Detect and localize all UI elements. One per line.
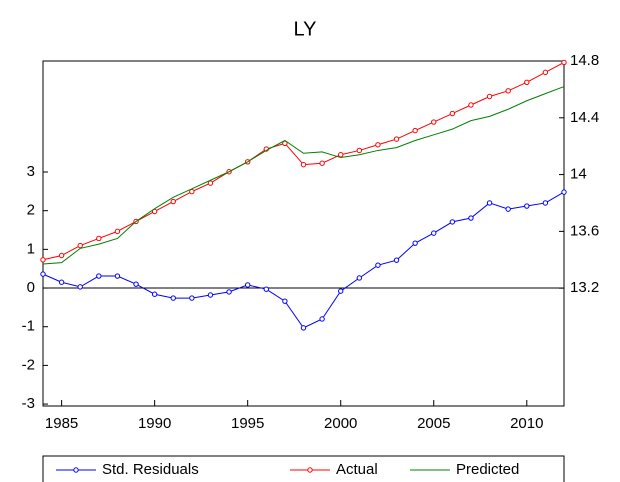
data-point	[449, 219, 456, 225]
data-point	[393, 136, 400, 142]
data-point	[226, 289, 232, 295]
y-tick-label: 2	[27, 202, 35, 219]
data-point	[505, 88, 511, 94]
data-point	[40, 271, 46, 277]
data-point	[114, 273, 121, 279]
data-point	[300, 161, 307, 168]
legend-label: Predicted	[456, 461, 519, 478]
y2-tick-label: 13.2	[570, 279, 599, 296]
legend-marker	[307, 467, 313, 473]
x-tick-label: 2005	[417, 415, 450, 432]
data-point	[170, 295, 176, 301]
data-point	[77, 242, 83, 249]
y-tick-label: -2	[22, 356, 35, 373]
data-point	[412, 240, 418, 246]
data-point	[524, 79, 530, 85]
data-point	[319, 160, 325, 166]
data-point	[207, 180, 214, 186]
data-point	[338, 152, 344, 158]
data-point	[207, 292, 214, 298]
data-point	[58, 279, 65, 285]
data-point	[356, 275, 363, 281]
data-point	[96, 273, 102, 279]
data-point	[486, 200, 493, 206]
data-point	[151, 291, 158, 297]
data-point	[263, 286, 269, 292]
data-point	[77, 284, 83, 290]
y2-tick-label: 14	[570, 166, 587, 183]
data-point	[356, 147, 363, 154]
y-tick-label: -3	[22, 395, 35, 412]
data-point	[189, 295, 195, 301]
data-point	[170, 198, 176, 205]
data-point	[524, 203, 530, 209]
data-point	[189, 188, 195, 195]
data-point	[282, 298, 288, 304]
data-point	[151, 208, 158, 215]
data-point	[114, 228, 121, 235]
chart-title: LY	[294, 18, 317, 40]
legend-marker	[73, 467, 79, 473]
data-point	[468, 102, 474, 108]
y-tick-label: -1	[22, 318, 35, 335]
data-point	[431, 230, 437, 236]
data-point	[486, 93, 493, 100]
data-point	[319, 316, 325, 322]
data-point	[542, 69, 549, 76]
data-point	[561, 59, 567, 66]
x-tick-label: 2000	[324, 415, 357, 432]
data-point	[542, 200, 549, 206]
x-tick-label: 1995	[231, 415, 264, 432]
x-tick-label: 1985	[45, 415, 78, 432]
data-point	[468, 215, 474, 221]
series-line	[42, 61, 565, 261]
y-tick-label: 1	[27, 240, 35, 257]
legend-frame	[42, 455, 565, 482]
legend-label: Actual	[336, 461, 378, 478]
x-tick-label: 2010	[510, 415, 543, 432]
data-point	[375, 142, 381, 148]
data-point	[393, 257, 400, 263]
series-line	[42, 191, 565, 329]
data-point	[561, 189, 567, 195]
y-tick-label: 3	[27, 163, 35, 180]
data-point	[375, 262, 381, 268]
data-point	[58, 252, 65, 259]
data-point	[133, 281, 139, 287]
data-point	[505, 206, 511, 212]
data-point	[431, 119, 437, 125]
y2-tick-label: 14.4	[570, 109, 599, 126]
data-point	[338, 288, 344, 294]
data-point	[412, 127, 418, 134]
y2-tick-label: 14.8	[570, 52, 599, 69]
data-point	[282, 140, 288, 147]
data-point	[244, 282, 251, 288]
data-point	[40, 257, 46, 263]
plot-frame	[42, 60, 565, 407]
legend-label: Std. Residuals	[102, 461, 199, 478]
data-point	[96, 235, 102, 242]
y2-tick-label: 13.6	[570, 222, 599, 239]
series-line	[42, 86, 565, 265]
data-point	[300, 325, 307, 331]
y-tick-label: 0	[27, 279, 35, 296]
data-point	[449, 110, 456, 117]
x-tick-label: 1990	[138, 415, 171, 432]
